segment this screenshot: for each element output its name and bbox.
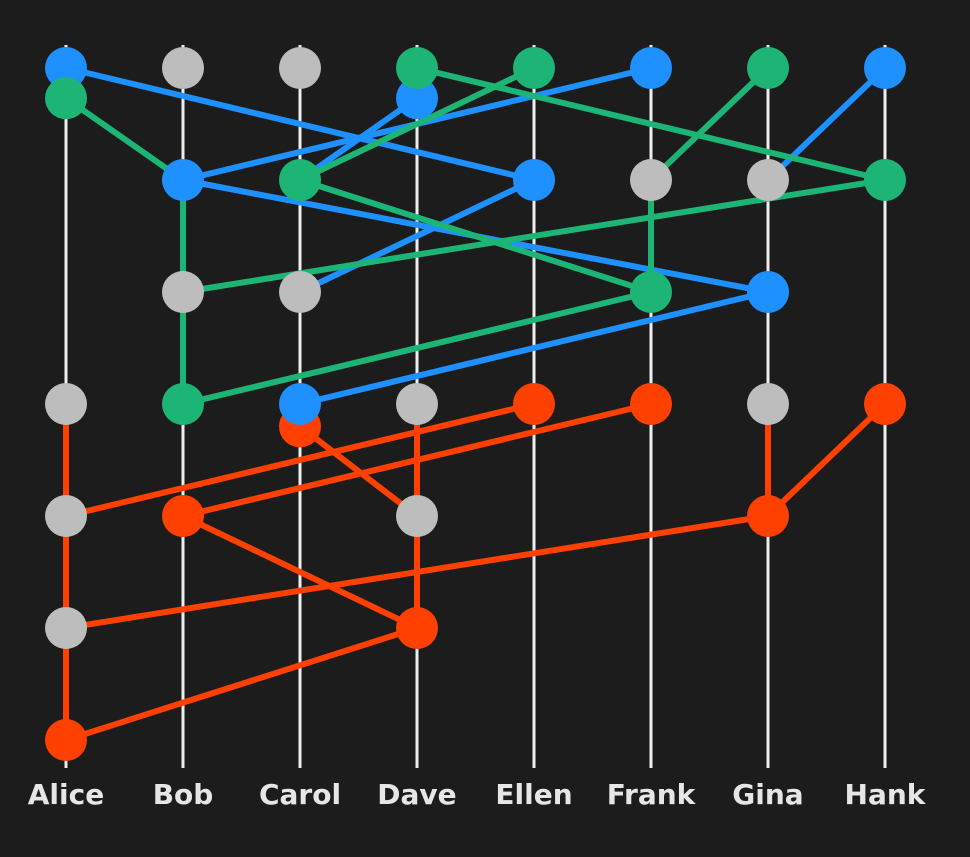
node-bob-b5	[162, 495, 204, 537]
edge-blue-a1-e2	[63, 65, 537, 183]
node-ellen-e4	[513, 383, 555, 425]
message-edges	[63, 65, 888, 743]
node-frank-f1	[630, 47, 672, 89]
node-frank-f3	[630, 271, 672, 313]
lane-label-carol: Carol	[259, 778, 341, 811]
node-ellen-e2	[513, 159, 555, 201]
node-dave-d1	[396, 77, 438, 120]
node-alice-a1	[45, 47, 87, 89]
node-frank-f4	[630, 383, 672, 425]
participant-labels: Alice Bob Carol Dave Ellen Frank Gina Ha…	[28, 778, 927, 811]
node-bob-b1	[162, 47, 204, 89]
node-carol-c3	[279, 271, 321, 313]
node-alice-a6	[45, 607, 87, 649]
edge-red-b5-d6	[180, 513, 420, 631]
lane-label-bob: Bob	[153, 778, 214, 811]
node-hank-h1	[864, 47, 906, 89]
edge-green-c2-f3	[297, 177, 654, 295]
node-hank-h2	[864, 159, 906, 201]
edge-blue-d1-c2	[297, 95, 420, 183]
node-dave-d6	[396, 607, 438, 649]
node-carol-c2	[279, 159, 321, 201]
node-hank-h4	[864, 383, 906, 425]
node-gina-g2	[747, 159, 789, 201]
edge-green-f3-b4	[180, 289, 654, 407]
node-gina-g3	[747, 271, 789, 313]
node-ellen-e1	[513, 47, 555, 89]
lane-label-dave: Dave	[377, 778, 456, 811]
lane-label-gina: Gina	[732, 778, 803, 811]
edge-red-c5-d5	[297, 423, 420, 519]
edge-blue-g3-c4	[297, 289, 771, 407]
node-frank-f2	[630, 159, 672, 201]
edge-red-h4-g5	[765, 401, 888, 519]
edge-red-g5-a6	[63, 513, 771, 631]
node-bob-b4	[162, 383, 204, 425]
event-nodes	[45, 47, 906, 761]
node-alice-a4	[45, 383, 87, 425]
edge-red-e4-a5	[63, 401, 537, 519]
node-dave-d5	[396, 495, 438, 537]
lane-label-ellen: Ellen	[495, 778, 572, 811]
edge-blue-e2-c3	[297, 177, 537, 295]
node-carol-c1	[279, 47, 321, 89]
node-alice-a5	[45, 495, 87, 537]
node-gina-g1	[747, 47, 789, 89]
node-dave-d2	[396, 47, 438, 89]
node-gina-g4	[747, 383, 789, 425]
lane-label-frank: Frank	[607, 778, 697, 811]
node-dave-d4	[396, 383, 438, 425]
node-alice-a7	[45, 719, 87, 761]
lane-label-hank: Hank	[845, 778, 927, 811]
edge-green-d2-h2	[414, 65, 888, 183]
node-bob-b2	[162, 159, 204, 201]
edge-green-g1-f2	[648, 65, 771, 183]
node-carol-c4	[279, 383, 321, 425]
node-alice-a2	[45, 77, 87, 120]
edge-green-a2-b2	[63, 95, 186, 183]
node-bob-b3	[162, 271, 204, 313]
edge-blue-h1-g2	[765, 65, 888, 183]
edge-red-d6-a7	[63, 625, 420, 743]
node-gina-g5	[747, 495, 789, 537]
lane-label-alice: Alice	[28, 778, 104, 811]
